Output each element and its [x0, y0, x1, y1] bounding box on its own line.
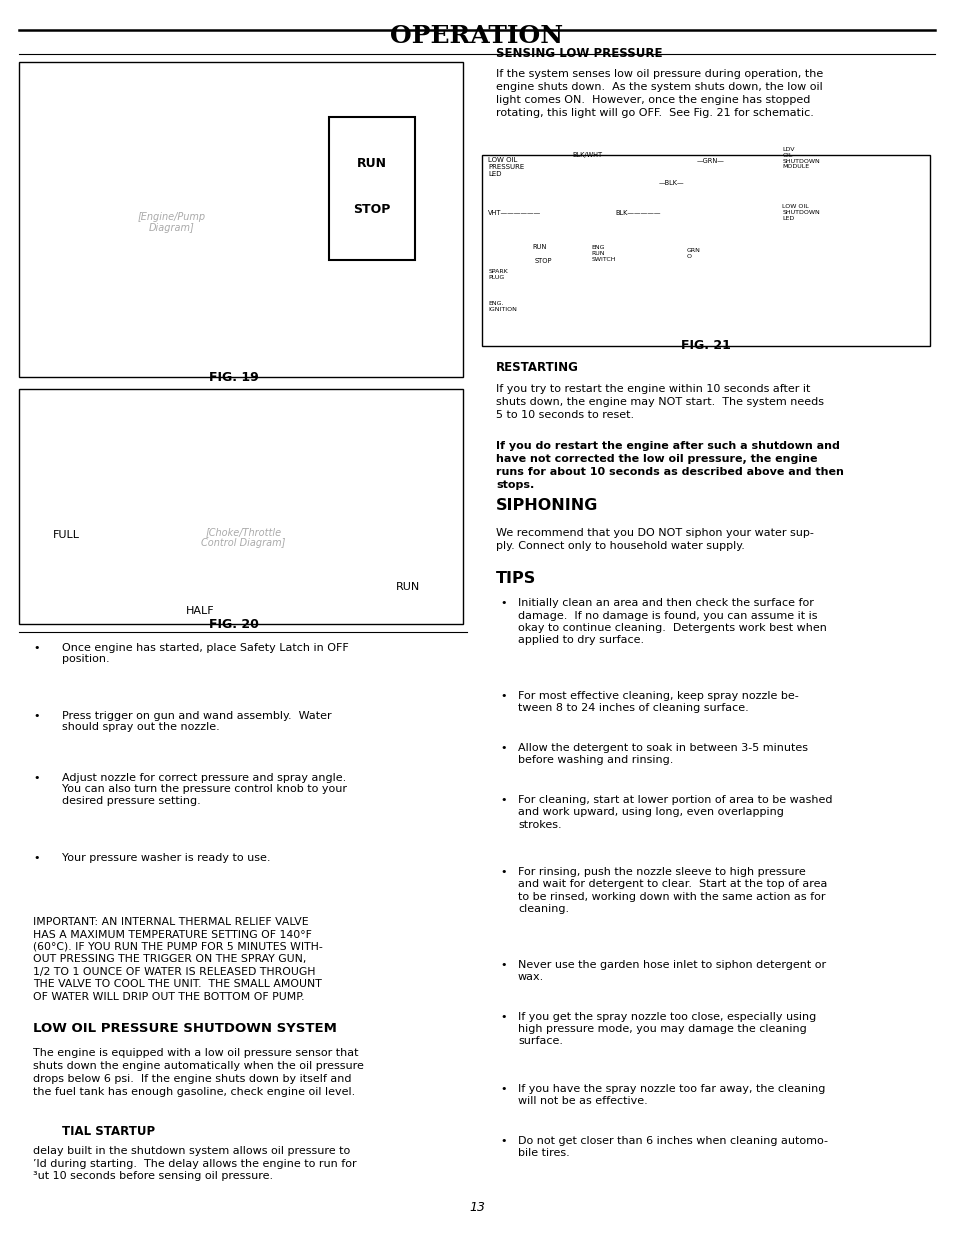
Text: For most effective cleaning, keep spray nozzle be-
tween 8 to 24 inches of clean: For most effective cleaning, keep spray … — [517, 691, 798, 713]
Text: TIAL STARTUP: TIAL STARTUP — [62, 1125, 155, 1138]
Text: •: • — [500, 598, 507, 608]
Text: ENG.
IGNITION: ENG. IGNITION — [488, 302, 517, 311]
Text: FIG. 21: FIG. 21 — [680, 339, 730, 351]
Text: •: • — [500, 959, 507, 970]
Text: LDV
OIL
SHUTDOWN
MODULE: LDV OIL SHUTDOWN MODULE — [781, 147, 820, 169]
FancyBboxPatch shape — [329, 117, 415, 260]
Text: [Engine/Pump
Diagram]: [Engine/Pump Diagram] — [137, 211, 206, 234]
Text: ENG
RUN
SWITCH: ENG RUN SWITCH — [591, 245, 616, 262]
Text: •: • — [33, 643, 40, 653]
Text: •: • — [500, 691, 507, 701]
FancyBboxPatch shape — [19, 389, 462, 624]
Text: Adjust nozzle for correct pressure and spray angle.
You can also turn the pressu: Adjust nozzle for correct pressure and s… — [62, 772, 347, 806]
Text: RUN: RUN — [356, 157, 387, 169]
Text: BLK/WHT———: BLK/WHT——— — [572, 152, 621, 157]
Text: •: • — [500, 795, 507, 805]
Text: IMPORTANT: AN INTERNAL THERMAL RELIEF VALVE
HAS A MAXIMUM TEMPERATURE SETTING OF: IMPORTANT: AN INTERNAL THERMAL RELIEF VA… — [33, 917, 323, 1001]
Text: TIPS: TIPS — [496, 571, 536, 586]
Text: Once engine has started, place Safety Latch in OFF
position.: Once engine has started, place Safety La… — [62, 643, 349, 664]
Text: VHT——————: VHT—————— — [488, 210, 541, 215]
Text: We recommend that you DO NOT siphon your water sup-
ply. Connect only to househo: We recommend that you DO NOT siphon your… — [496, 528, 813, 550]
Text: [Choke/Throttle
Control Diagram]: [Choke/Throttle Control Diagram] — [201, 527, 285, 549]
Text: RUN: RUN — [395, 582, 419, 592]
Text: 13: 13 — [469, 1200, 484, 1214]
Text: LOW OIL PRESSURE SHUTDOWN SYSTEM: LOW OIL PRESSURE SHUTDOWN SYSTEM — [33, 1022, 337, 1036]
Text: —GRN—: —GRN— — [696, 158, 723, 163]
Text: FIG. 20: FIG. 20 — [209, 618, 258, 630]
Text: STOP: STOP — [353, 203, 391, 215]
Text: •: • — [500, 1136, 507, 1146]
Text: STOP: STOP — [534, 258, 551, 263]
Text: FULL: FULL — [52, 530, 79, 540]
Text: •: • — [500, 1011, 507, 1022]
Text: For cleaning, start at lower portion of area to be washed
and work upward, using: For cleaning, start at lower portion of … — [517, 795, 832, 829]
Text: RESTARTING: RESTARTING — [496, 361, 578, 375]
Text: Your pressure washer is ready to use.: Your pressure washer is ready to use. — [62, 853, 271, 863]
Text: GRN
O: GRN O — [686, 248, 700, 258]
Text: HALF: HALF — [186, 607, 214, 617]
Text: Press trigger on gun and wand assembly.  Water
should spray out the nozzle.: Press trigger on gun and wand assembly. … — [62, 711, 332, 732]
Text: LOW OIL
SHUTDOWN
LED: LOW OIL SHUTDOWN LED — [781, 204, 820, 221]
Text: If you do restart the engine after such a shutdown and
have not corrected the lo: If you do restart the engine after such … — [496, 441, 843, 489]
Text: Do not get closer than 6 inches when cleaning automo-
bile tires.: Do not get closer than 6 inches when cle… — [517, 1136, 827, 1158]
Text: If the system senses low oil pressure during operation, the
engine shuts down.  : If the system senses low oil pressure du… — [496, 69, 822, 117]
Text: —BLK—: —BLK— — [658, 180, 683, 185]
Text: SENSING LOW PRESSURE: SENSING LOW PRESSURE — [496, 47, 662, 61]
Text: If you try to restart the engine within 10 seconds after it
shuts down, the engi: If you try to restart the engine within … — [496, 384, 823, 420]
Text: •: • — [500, 1084, 507, 1094]
Text: •: • — [33, 711, 40, 721]
Text: SPARK
PLUG: SPARK PLUG — [488, 269, 508, 279]
Text: If you get the spray nozzle too close, especially using
high pressure mode, you : If you get the spray nozzle too close, e… — [517, 1011, 816, 1047]
Text: LOW OIL
PRESSURE
LED: LOW OIL PRESSURE LED — [488, 157, 524, 177]
Text: For rinsing, push the nozzle sleeve to high pressure
and wait for detergent to c: For rinsing, push the nozzle sleeve to h… — [517, 868, 826, 915]
Text: Allow the detergent to soak in between 3-5 minutes
before washing and rinsing.: Allow the detergent to soak in between 3… — [517, 743, 807, 765]
Text: delay built in the shutdown system allows oil pressure to
’ld during starting.  : delay built in the shutdown system allow… — [33, 1146, 356, 1182]
Text: If you have the spray nozzle too far away, the cleaning
will not be as effective: If you have the spray nozzle too far awa… — [517, 1084, 824, 1106]
Text: The engine is equipped with a low oil pressure sensor that
shuts down the engine: The engine is equipped with a low oil pr… — [33, 1048, 364, 1096]
Text: RUN: RUN — [532, 245, 546, 250]
Text: Initially clean an area and then check the surface for
damage.  If no damage is : Initially clean an area and then check t… — [517, 598, 826, 645]
Text: •: • — [33, 772, 40, 782]
Text: Never use the garden hose inlet to siphon detergent or
wax.: Never use the garden hose inlet to sipho… — [517, 959, 825, 983]
Text: FIG. 19: FIG. 19 — [209, 371, 258, 383]
Text: OPERATION: OPERATION — [390, 25, 563, 48]
FancyBboxPatch shape — [481, 154, 929, 346]
Text: •: • — [500, 743, 507, 753]
Text: •: • — [500, 868, 507, 878]
Text: •: • — [33, 853, 40, 863]
Text: SIPHONING: SIPHONING — [496, 498, 598, 513]
FancyBboxPatch shape — [19, 62, 462, 377]
Text: BLK—————: BLK————— — [615, 210, 660, 215]
